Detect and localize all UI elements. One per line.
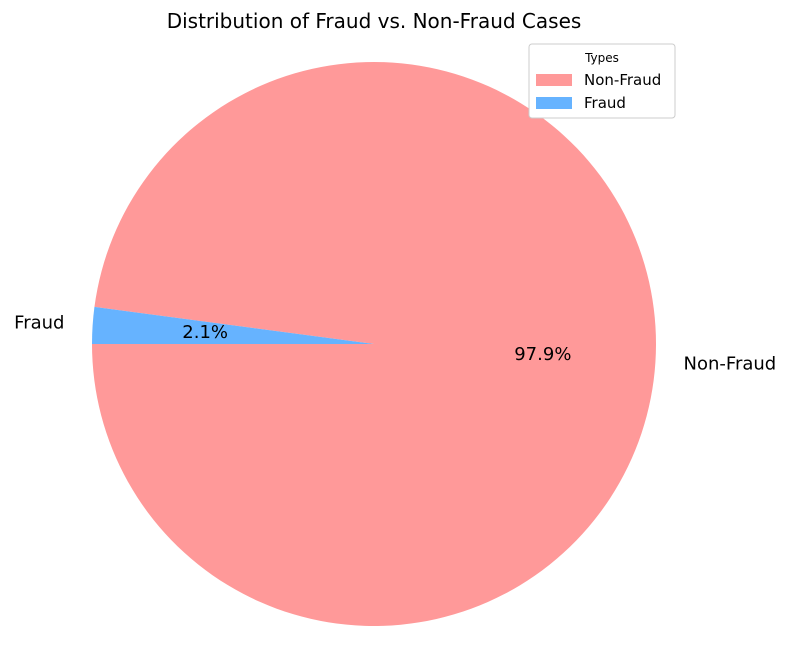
- legend: Types Non-Fraud Fraud: [528, 43, 676, 119]
- legend-swatch-fraud: [536, 97, 572, 109]
- legend-title: Types: [584, 51, 619, 65]
- pie-slice-non-fraud: [92, 61, 657, 626]
- slice-pct-fraud: 2.1%: [182, 322, 228, 343]
- chart-title: Distribution of Fraud vs. Non-Fraud Case…: [167, 9, 582, 33]
- slice-label-non-fraud: Non-Fraud: [684, 353, 777, 374]
- slice-label-fraud: Fraud: [14, 313, 64, 334]
- slice-pct-non-fraud: 97.9%: [514, 344, 571, 365]
- legend-label-non-fraud: Non-Fraud: [584, 71, 661, 89]
- legend-label-fraud: Fraud: [584, 94, 626, 112]
- pie-labels: Non-Fraud 97.9% Fraud 2.1%: [14, 313, 776, 375]
- pie-slice-fraud: [92, 306, 374, 344]
- legend-swatch-non-fraud: [536, 74, 572, 86]
- pie-slices: [92, 61, 657, 626]
